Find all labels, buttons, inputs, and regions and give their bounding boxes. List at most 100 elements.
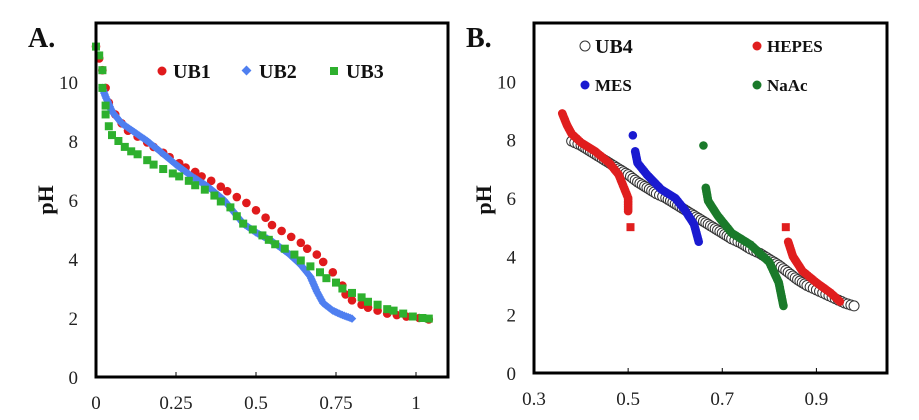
data-point-ub1 [216, 182, 226, 192]
panel-b-label: B. [466, 23, 492, 54]
data-point-ub3 [149, 160, 158, 169]
data-point-ub1 [242, 198, 251, 208]
panel-b-marks [557, 109, 860, 312]
y-tick-label: 8 [69, 132, 79, 153]
data-point-mes [628, 130, 638, 140]
x-tick-label: 0 [91, 393, 101, 414]
data-point-ub3 [316, 268, 324, 277]
panel-b: B. pH 0.3 0.5 0.7 0.9 0 2 4 6 8 10 UB4 HEPES MES … [466, 21, 889, 410]
data-point-ub3 [95, 51, 104, 60]
legend-marker-ub2 [241, 65, 252, 76]
legend-label-naac: NaAc [767, 76, 808, 95]
legend-marker-ub3 [330, 67, 338, 75]
y-tick-label: 4 [69, 250, 79, 271]
data-point-ub3 [383, 305, 392, 314]
data-point-ub3 [101, 110, 110, 119]
data-point-ub3 [418, 314, 427, 322]
legend-label-hepes: HEPES [767, 37, 823, 56]
data-point-naac [779, 301, 788, 311]
data-point-ub4 [848, 300, 860, 312]
data-point-ub3 [226, 203, 235, 212]
y-tick-label: 2 [69, 309, 79, 330]
legend-marker-ub1 [157, 66, 167, 76]
data-point-ub1 [286, 232, 296, 242]
panel-a-plot-frame [94, 21, 450, 379]
panel-b-plot-frame [532, 21, 889, 375]
panel-a-y-axis-label: pH [33, 185, 58, 214]
data-point-hepes [781, 223, 790, 232]
data-point-ub3 [296, 256, 305, 265]
data-point-ub3 [248, 225, 257, 234]
x-tick-label: 0.5 [244, 393, 268, 414]
data-point-hepes [626, 223, 635, 232]
y-tick-label: 8 [507, 131, 517, 152]
data-point-ub3 [108, 131, 116, 140]
legend-label-ub3: UB3 [346, 61, 384, 83]
legend-label-ub2: UB2 [259, 61, 297, 83]
legend-label-ub4: UB4 [595, 36, 633, 58]
legend-marker-hepes [752, 41, 762, 51]
panel-b-ticks: 0.3 0.5 0.7 0.9 0 2 4 6 8 10 [497, 72, 828, 410]
data-point-ub3 [258, 231, 267, 240]
data-point-ub3 [184, 176, 193, 185]
panel-a-label: A. [28, 23, 55, 54]
data-point-ub3 [357, 293, 366, 302]
data-point-ub3 [290, 250, 299, 259]
data-point-ub1 [277, 226, 286, 236]
data-point-ub1 [318, 257, 328, 267]
x-tick-label: 0.7 [710, 389, 734, 410]
data-point-ub3 [159, 165, 168, 174]
data-point-ub1 [328, 267, 338, 277]
data-point-ub3 [114, 137, 123, 145]
data-point-naac [699, 141, 708, 150]
data-point-ub3 [200, 185, 209, 194]
data-point-ub3 [239, 219, 248, 228]
x-tick-label: 0.75 [319, 393, 352, 414]
y-tick-label: 10 [497, 72, 516, 93]
data-point-ub3 [364, 297, 372, 306]
data-point-ub3 [191, 181, 200, 190]
panel-a-marks [91, 42, 434, 324]
data-point-ub3 [232, 212, 241, 221]
data-point-ub3 [306, 262, 315, 271]
data-point-ub3 [98, 83, 107, 92]
data-point-ub3 [210, 191, 219, 200]
y-tick-label: 0 [69, 368, 79, 389]
data-point-ub1 [296, 238, 306, 248]
x-tick-label: 0.3 [522, 389, 546, 410]
legend-marker-naac [752, 80, 762, 90]
data-point-ub1 [347, 296, 357, 305]
data-point-hepes [623, 206, 633, 216]
data-point-ub3 [120, 142, 129, 151]
data-point-ub3 [322, 274, 331, 283]
x-tick-label: 0.5 [616, 389, 640, 410]
data-point-ub3 [104, 122, 113, 131]
data-point-hepes [835, 297, 845, 306]
y-tick-label: 6 [69, 191, 79, 212]
y-tick-label: 4 [507, 247, 517, 268]
panel-b-y-axis-label: pH [471, 185, 496, 214]
data-point-ub1 [267, 220, 277, 230]
x-tick-label: 1 [411, 393, 421, 414]
legend-label-mes: MES [595, 76, 632, 95]
data-point-ub1 [302, 244, 312, 253]
y-tick-label: 0 [507, 364, 517, 385]
data-point-ub1 [357, 300, 366, 310]
data-point-ub1 [232, 192, 242, 202]
x-tick-label: 0.9 [805, 389, 829, 410]
data-point-ub3 [338, 284, 347, 293]
data-point-ub3 [424, 314, 433, 323]
data-point-ub1 [251, 206, 261, 215]
x-tick-label: 0.25 [159, 393, 192, 414]
data-point-ub3 [389, 306, 398, 315]
data-point-ub3 [143, 156, 152, 165]
data-point-ub3 [399, 309, 408, 318]
data-point-ub3 [280, 244, 289, 253]
data-point-ub3 [127, 147, 136, 156]
data-point-ub3 [271, 240, 280, 249]
data-point-ub3 [168, 169, 177, 178]
data-point-ub3 [98, 66, 107, 75]
